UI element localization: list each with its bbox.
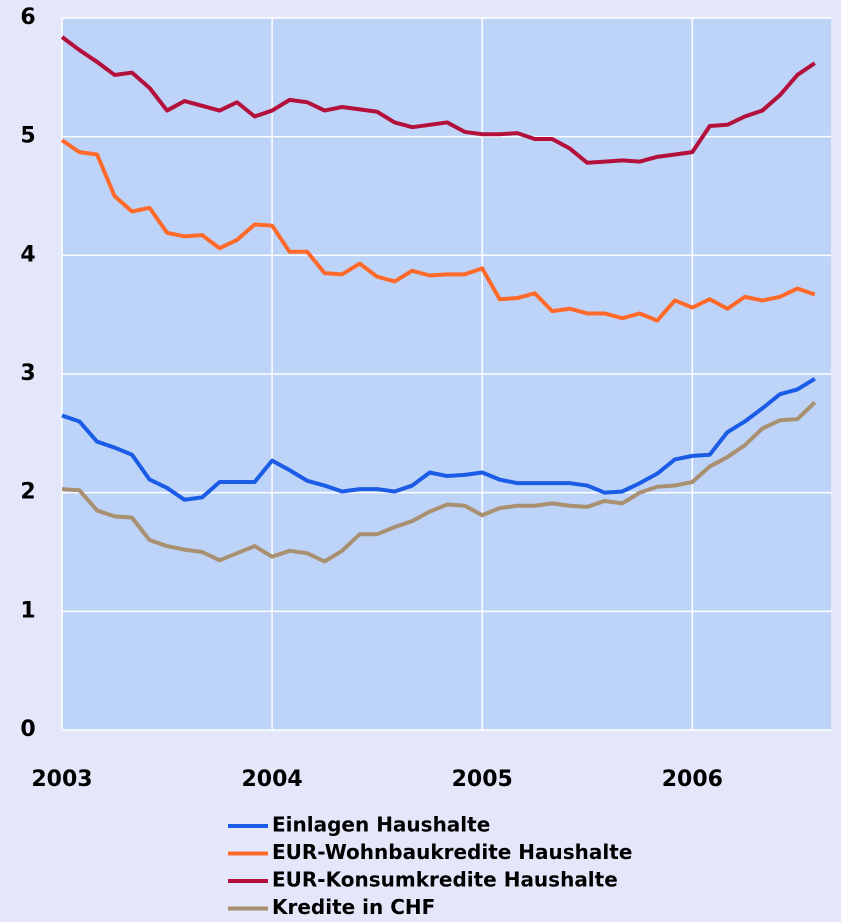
y-tick-label: 4 <box>20 242 35 267</box>
y-tick-label: 0 <box>20 717 35 742</box>
series-line <box>60 35 816 165</box>
y-tick-label: 3 <box>20 361 35 386</box>
x-tick-label: 2003 <box>31 767 92 792</box>
x-tick-label: 2006 <box>662 767 723 792</box>
legend-label: EUR-Konsumkredite Haushalte <box>272 868 618 892</box>
y-tick-label: 6 <box>20 5 35 30</box>
x-tick-label: 2005 <box>452 767 513 792</box>
y-tick-label: 5 <box>20 124 35 149</box>
y-tick-label: 2 <box>20 480 35 505</box>
x-tick-label: 2004 <box>241 767 302 792</box>
legend-label: EUR-Wohnbaukredite Haushalte <box>272 840 632 864</box>
legend-label: Einlagen Haushalte <box>272 813 490 837</box>
legend-label: Kredite in CHF <box>272 895 435 919</box>
series-line <box>61 377 816 502</box>
y-tick-label: 1 <box>20 598 35 623</box>
series-line <box>61 401 817 564</box>
series-line <box>60 138 816 323</box>
